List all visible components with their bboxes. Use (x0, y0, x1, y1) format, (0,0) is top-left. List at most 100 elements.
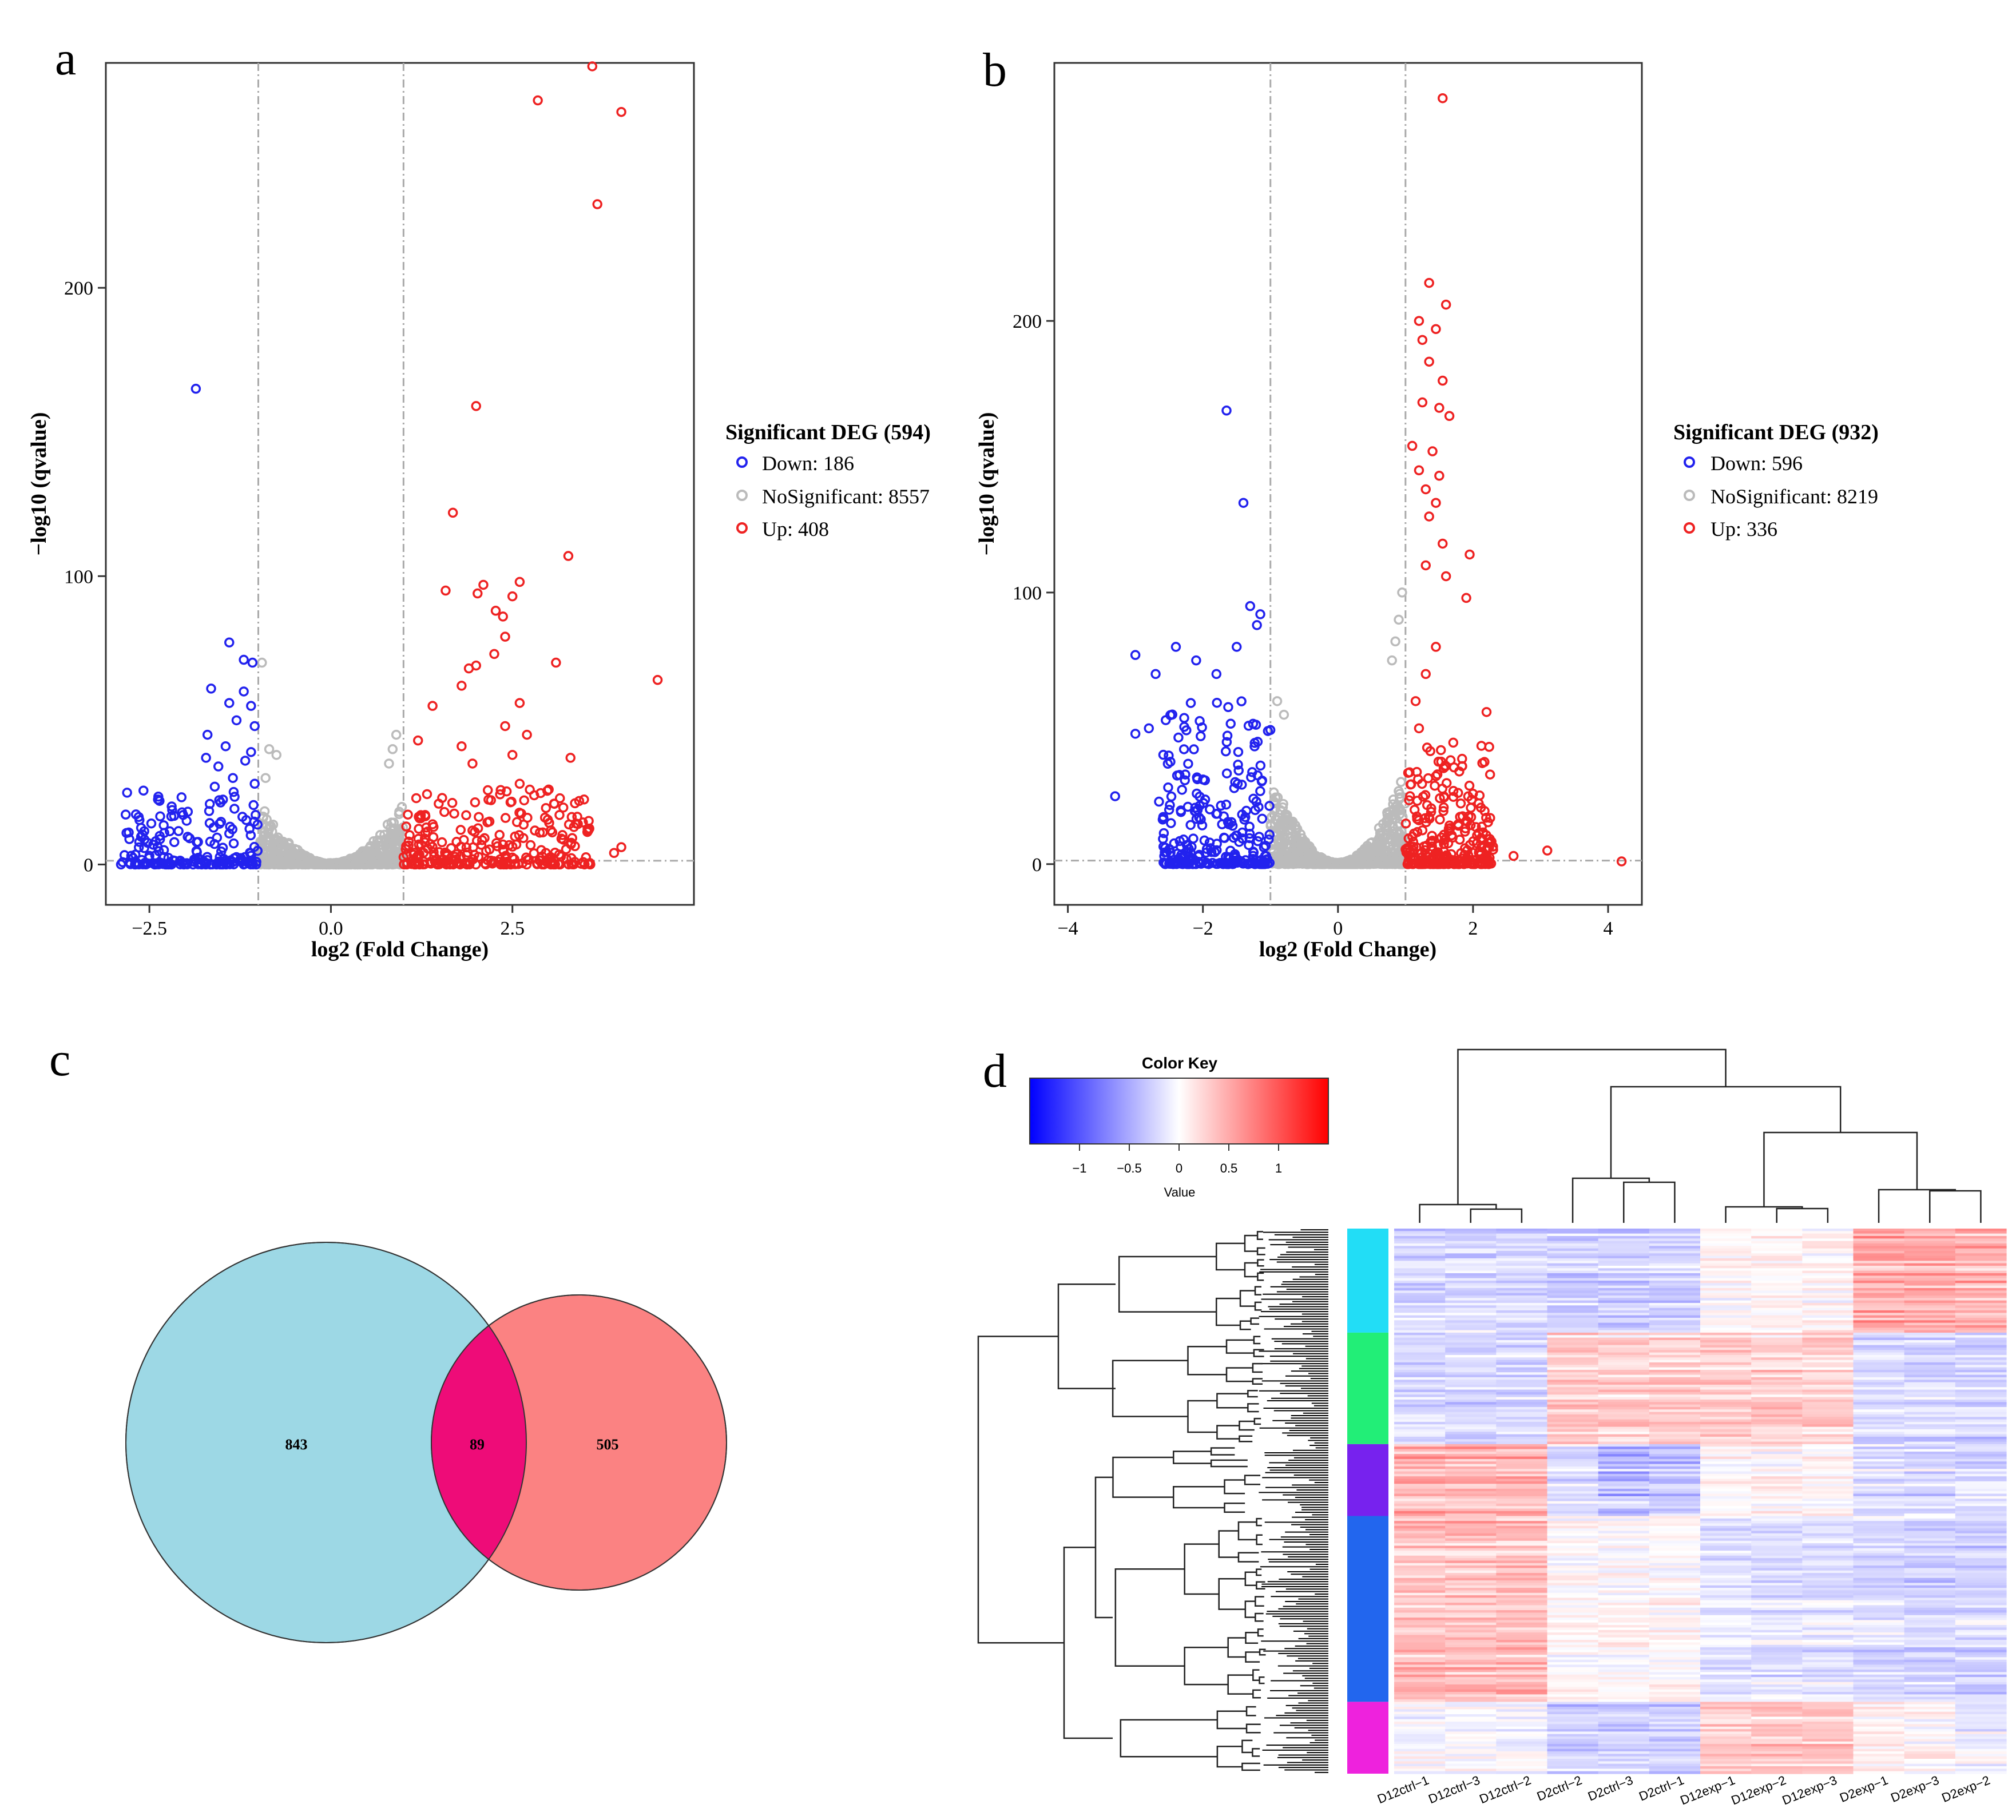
heatmap-cell (1853, 1377, 1905, 1380)
data-point (473, 588, 483, 599)
heatmap-cell (1700, 1337, 1752, 1341)
heatmap-cell (1496, 1347, 1548, 1350)
heatmap-cell (1496, 1432, 1548, 1435)
heatmap-cell (1445, 1384, 1497, 1388)
heatmap-cell (1445, 1235, 1497, 1239)
heatmap-cell (1598, 1503, 1650, 1507)
heatmap-cell (1394, 1486, 1446, 1489)
heatmap-cell (1394, 1454, 1446, 1457)
data-point (561, 853, 572, 864)
heatmap-cell (1445, 1283, 1497, 1286)
heatmap-cell (1496, 1345, 1548, 1348)
data-point (323, 859, 334, 869)
data-point (1410, 696, 1421, 706)
heatmap-cell (1700, 1330, 1752, 1333)
heatmap-cell (1649, 1647, 1701, 1651)
data-point (489, 649, 499, 659)
heatmap-cell (1955, 1466, 2007, 1469)
heatmap-cell (1751, 1630, 1803, 1633)
heatmap-cell (1802, 1268, 1854, 1271)
heatmap-cell (1394, 1536, 1446, 1539)
heatmap-cell (1598, 1394, 1650, 1398)
heatmap-cell (1394, 1469, 1446, 1472)
data-point (200, 859, 210, 869)
legend-title-a: Significant DEG (594) (725, 420, 931, 444)
heatmap-cell (1445, 1325, 1497, 1328)
heatmap-cell (1547, 1377, 1599, 1380)
heatmap-cell (1751, 1449, 1803, 1452)
heatmap-cell (1802, 1290, 1854, 1294)
data-point (1286, 820, 1296, 831)
heatmap-cell (1547, 1568, 1599, 1571)
heatmap-cell (1700, 1345, 1752, 1348)
heatmap-cell (1802, 1337, 1854, 1341)
heatmap-cell (1547, 1322, 1599, 1326)
heatmap-cell (1700, 1441, 1752, 1445)
heatmap-cell (1598, 1644, 1650, 1648)
dendrogram-branch (1224, 1503, 1245, 1513)
heatmap-cell (1700, 1243, 1752, 1246)
heatmap-cell (1394, 1300, 1446, 1304)
data-point (420, 811, 431, 821)
heatmap-cell (1394, 1523, 1446, 1527)
heatmap-cell (1547, 1409, 1599, 1413)
heatmap-cell (1700, 1459, 1752, 1462)
data-point (154, 796, 165, 806)
heatmap-cell (1496, 1238, 1548, 1242)
heatmap-cell (1853, 1575, 1905, 1579)
dendrogram-branch (1112, 1360, 1188, 1417)
heatmap-cell (1700, 1273, 1752, 1276)
heatmap-cell (1802, 1305, 1854, 1309)
heatmap-cell (1802, 1456, 1854, 1460)
heatmap-cell (1751, 1369, 1803, 1373)
data-point (1252, 836, 1263, 847)
heatmap-cell (1751, 1493, 1803, 1497)
heatmap-cell (1751, 1409, 1803, 1413)
data-point (1396, 777, 1406, 787)
heatmap-cell (1955, 1350, 2007, 1353)
heatmap-cell (1598, 1553, 1650, 1556)
heatmap-cell (1802, 1528, 1854, 1532)
heatmap-cell (1955, 1261, 2007, 1264)
data-point (181, 816, 192, 826)
heatmap-cell (1649, 1357, 1701, 1361)
heatmap-cell (1445, 1486, 1497, 1489)
heatmap-cell (1955, 1325, 2007, 1328)
heatmap-cell (1751, 1461, 1803, 1465)
heatmap-cell (1496, 1229, 1548, 1231)
heatmap-cell (1598, 1536, 1650, 1539)
heatmap-cell (1445, 1473, 1497, 1477)
heatmap-cell (1700, 1585, 1752, 1588)
heatmap-cell (1751, 1253, 1803, 1257)
heatmap-cell (1955, 1372, 2007, 1376)
heatmap-cell (1853, 1521, 1905, 1524)
heatmap-cell (1904, 1503, 1956, 1507)
heatmap-cell (1649, 1516, 1701, 1519)
data-point (434, 798, 444, 809)
heatmap-cell (1394, 1444, 1446, 1447)
data-point (1280, 820, 1291, 830)
heatmap-cell (1445, 1255, 1497, 1259)
heatmap-cell (1394, 1293, 1446, 1296)
heatmap-cell (1445, 1637, 1497, 1640)
heatmap-cell (1955, 1337, 2007, 1341)
data-point (471, 859, 481, 870)
heatmap-cell (1751, 1642, 1803, 1646)
heatmap-cell (1394, 1491, 1446, 1495)
heatmap-cell (1751, 1548, 1803, 1551)
heatmap-cell (1547, 1372, 1599, 1376)
heatmap-cell (1649, 1551, 1701, 1554)
heatmap-cell (1547, 1605, 1599, 1608)
heatmap-cell (1496, 1620, 1548, 1623)
x-tick-label: 0.0 (319, 918, 343, 939)
heatmap-cell (1700, 1521, 1752, 1524)
heatmap-cell (1904, 1536, 1956, 1539)
heatmap-cell (1904, 1372, 1956, 1376)
heatmap-cell (1649, 1367, 1701, 1370)
data-point (652, 675, 663, 685)
heatmap-cell (1700, 1283, 1752, 1286)
heatmap-cell (1649, 1548, 1701, 1551)
heatmap-cell (1904, 1486, 1956, 1489)
heatmap-cell (1700, 1499, 1752, 1502)
data-point (1366, 838, 1376, 848)
